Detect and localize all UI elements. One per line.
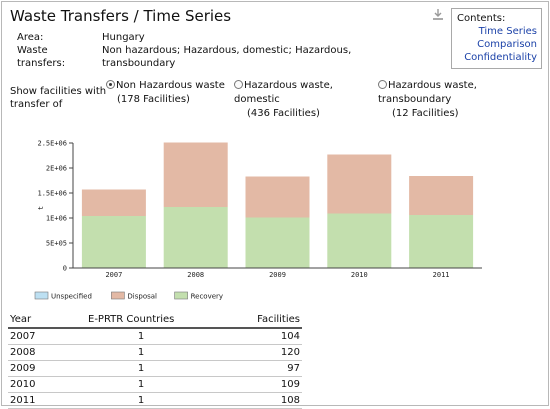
area-value: Hungary [102, 32, 145, 43]
x-tick-label: 2008 [187, 271, 204, 279]
filter-label-line1: Show facilities with [10, 86, 107, 97]
table-cell-countries: 1 [72, 376, 210, 393]
table-cell-countries: 1 [72, 360, 210, 377]
bar-disposal-2011 [409, 176, 474, 215]
table-cell-year: 2010 [8, 376, 72, 393]
radio-hazardous-domestic[interactable]: Hazardous waste, domestic (436 Facilitie… [234, 79, 333, 121]
radio-hazardous-transboundary[interactable]: Hazardous waste, transboundary (12 Facil… [378, 79, 477, 121]
table-header-facilities: Facilities [210, 312, 302, 329]
y-tick-label: 1.5E+06 [37, 190, 67, 198]
contents-box: Contents: Time Series Comparison Confide… [451, 8, 542, 69]
bar-disposal-2010 [327, 154, 392, 214]
facilities-table: Year E-PRTR Countries Facilities 2007 1 … [8, 312, 302, 409]
page-title: Waste Transfers / Time Series [10, 7, 232, 25]
table-row: 2010 1 109 [8, 376, 302, 393]
table-cell-year: 2008 [8, 344, 72, 361]
contents-link-confidentiality[interactable]: Confidentiality [464, 52, 537, 63]
contents-link-time-series[interactable]: Time Series [478, 26, 537, 37]
legend-label-unspecified: Unspecified [51, 293, 92, 301]
contents-title: Contents: [457, 13, 506, 24]
table-header-year: Year [8, 312, 72, 329]
bar-recovery-2010 [327, 213, 392, 268]
table-cell-facilities: 109 [210, 376, 302, 393]
y-tick-label: 2.5E+06 [37, 140, 67, 148]
bar-recovery-2009 [245, 217, 310, 268]
table-cell-countries: 1 [72, 344, 210, 361]
bar-disposal-2007 [81, 189, 146, 216]
legend-swatch-recovery [174, 291, 188, 300]
table-cell-countries: 1 [72, 392, 210, 409]
waste-transfers-label-line1: Waste [17, 45, 48, 56]
radio-hazardous-domestic-count: (436 Facilities) [247, 108, 320, 119]
radio-hazardous-transboundary-count: (12 Facilities) [392, 108, 459, 119]
table-cell-year: 2007 [8, 328, 72, 345]
table-header-countries: E-PRTR Countries [72, 312, 210, 329]
table-cell-facilities: 108 [210, 392, 302, 409]
y-axis-label: t [37, 206, 45, 210]
radio-non-hazardous-label: Non Hazardous waste [116, 80, 225, 91]
table-cell-facilities: 120 [210, 344, 302, 361]
radio-non-hazardous[interactable]: Non Hazardous waste (178 Facilities) [106, 79, 225, 107]
table-header-row: Year E-PRTR Countries Facilities [8, 312, 302, 329]
area-label: Area: [17, 32, 44, 43]
table-row: 2008 1 120 [8, 344, 302, 361]
radio-unchecked-icon[interactable] [378, 80, 387, 89]
radio-hazardous-domestic-label-2: domestic [234, 94, 280, 105]
table-row: 2011 1 108 [8, 392, 302, 409]
waste-transfers-label-line2: transfers: [17, 58, 66, 69]
x-tick-label: 2011 [433, 271, 450, 279]
bar-recovery-2011 [409, 215, 474, 268]
bar-disposal-2009 [245, 176, 310, 218]
legend-label-recovery: Recovery [191, 293, 223, 301]
y-tick-label: 0 [63, 265, 67, 273]
waste-transfers-chart: 0 5E+05 1E+06 1.5E+06 2E+06 2.5E+06 t 2007 2008 2… [34, 140, 482, 301]
radio-hazardous-transboundary-label-2: transboundary [378, 94, 452, 105]
radio-unchecked-icon[interactable] [234, 80, 243, 89]
radio-non-hazardous-count: (178 Facilities) [117, 94, 190, 105]
x-tick-label: 2007 [105, 271, 122, 279]
y-tick-label: 1E+06 [46, 215, 67, 223]
radio-checked-icon[interactable] [106, 80, 115, 89]
bar-recovery-2007 [81, 216, 146, 268]
table-row: 2009 1 97 [8, 360, 302, 377]
contents-link-comparison[interactable]: Comparison [477, 39, 537, 50]
bar-recovery-2008 [163, 207, 228, 268]
legend-label-disposal: Disposal [127, 293, 157, 301]
x-tick-label: 2010 [351, 271, 368, 279]
waste-transfers-value-line1: Non hazardous; Hazardous, domestic; Haza… [102, 45, 352, 56]
radio-hazardous-domestic-label: Hazardous waste, [244, 80, 333, 91]
bar-disposal-2008 [163, 142, 228, 207]
x-tick-label: 2009 [269, 271, 286, 279]
table-cell-facilities: 104 [210, 328, 302, 345]
download-icon[interactable] [432, 8, 444, 21]
table-cell-countries: 1 [72, 328, 210, 345]
waste-transfers-value-line2: transboundary [102, 58, 176, 69]
table-cell-year: 2009 [8, 360, 72, 377]
table-cell-year: 2011 [8, 392, 72, 409]
table-row: 2007 1 104 [8, 328, 302, 345]
y-tick-label: 5E+05 [46, 240, 67, 248]
legend-swatch-disposal [111, 291, 125, 300]
table-cell-facilities: 97 [210, 360, 302, 377]
legend-swatch-unspecified [34, 291, 49, 300]
y-tick-label: 2E+06 [46, 165, 67, 173]
filter-label-line2: transfer of [10, 99, 63, 110]
radio-hazardous-transboundary-label: Hazardous waste, [388, 80, 477, 91]
